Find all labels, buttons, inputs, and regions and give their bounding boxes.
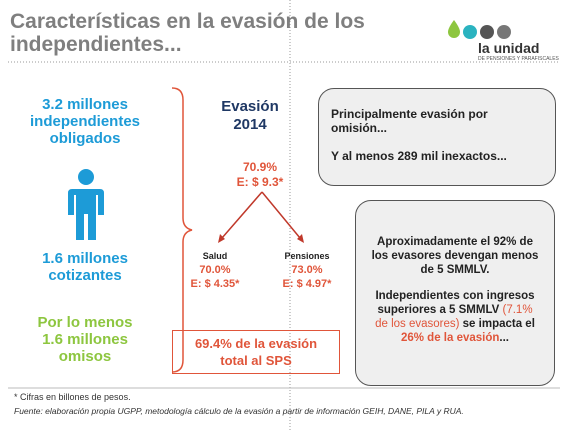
line: 70.9% bbox=[242, 160, 278, 174]
line: total al SPS bbox=[220, 353, 292, 368]
arrows bbox=[221, 191, 301, 239]
omisos: Por lo menos 1.6 millones omisos bbox=[10, 314, 160, 365]
total: 70.9% E: $ 9.3* bbox=[205, 160, 315, 190]
line: obligados bbox=[49, 130, 121, 147]
line: 1.6 millones bbox=[42, 331, 128, 348]
line: Evasión bbox=[221, 98, 279, 115]
evasion-heading: Evasión 2014 bbox=[195, 98, 305, 134]
text: ... bbox=[499, 332, 510, 344]
box2: Aproximadamente el 92% de los evasores d… bbox=[355, 200, 555, 386]
arrowheads bbox=[218, 234, 304, 243]
line: cotizantes bbox=[48, 267, 122, 284]
line: 69.4% de la evasión bbox=[194, 336, 318, 351]
box1: Principalmente evasión por omisión... Y a… bbox=[318, 88, 556, 186]
text: se impacta el bbox=[459, 318, 535, 330]
obligados: 3.2 millones independientes obligados bbox=[10, 96, 160, 147]
label: Salud bbox=[202, 251, 228, 261]
amount: E: $ 4.97* bbox=[282, 278, 332, 290]
text: Independientes con ingresos superiores a… bbox=[375, 290, 535, 316]
line: Y al menos 289 mil inexactos... bbox=[331, 149, 507, 163]
bracket bbox=[171, 87, 193, 373]
line: independientes bbox=[29, 113, 141, 130]
person-icon bbox=[68, 169, 104, 240]
cotizantes: 1.6 millones cotizantes bbox=[10, 250, 160, 284]
amount: E: $ 4.35* bbox=[190, 278, 240, 290]
para: Independientes con ingresos superiores a… bbox=[370, 289, 540, 345]
rate: 73.0% bbox=[291, 264, 323, 276]
line: omisos bbox=[58, 348, 112, 365]
highlight: 26% de la evasión bbox=[400, 332, 500, 344]
label: Pensiones bbox=[284, 251, 330, 261]
logo-drops bbox=[448, 20, 511, 39]
logo-name: la unidad bbox=[478, 40, 540, 56]
line: 2014 bbox=[233, 116, 267, 133]
sps-box: 69.4% de la evasión total al SPS bbox=[172, 330, 340, 374]
pensiones: Pensiones 73.0% E: $ 4.97* bbox=[262, 249, 352, 291]
highlight: (7.1% de los evasores) bbox=[375, 304, 533, 330]
line: 1.6 millones bbox=[42, 250, 128, 267]
line: 3.2 millones bbox=[42, 96, 128, 113]
title-line: independientes... bbox=[10, 33, 182, 56]
source: Fuente: elaboración propia UGPP, metodol… bbox=[14, 406, 464, 416]
logo-tagline: DE PENSIONES Y PARAFISCALES bbox=[478, 56, 559, 62]
rate: 70.0% bbox=[199, 264, 231, 276]
salud: Salud 70.0% E: $ 4.35* bbox=[170, 249, 260, 291]
title: Características en la evasión de los inde… bbox=[10, 10, 365, 56]
title-line: Características en la evasión de los bbox=[10, 10, 365, 33]
line: Por lo menos bbox=[37, 314, 133, 331]
line: Principalmente evasión por omisión... bbox=[331, 107, 488, 135]
para: Aproximadamente el 92% de los evasores d… bbox=[371, 236, 539, 276]
footnote: * Cifras en billones de pesos. bbox=[14, 392, 131, 402]
line: E: $ 9.3* bbox=[236, 175, 284, 189]
